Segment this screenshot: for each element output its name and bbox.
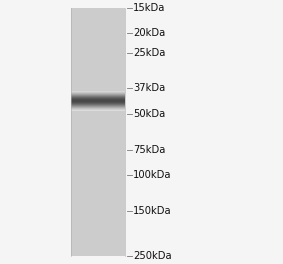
Bar <box>71 104 125 105</box>
Bar <box>71 108 125 109</box>
Bar <box>71 92 125 93</box>
Bar <box>71 96 125 97</box>
Bar <box>71 96 125 97</box>
Bar <box>71 103 125 104</box>
Bar <box>71 106 125 107</box>
Bar <box>71 106 125 107</box>
Bar <box>71 110 125 111</box>
Bar <box>71 103 125 104</box>
Bar <box>71 109 125 110</box>
Bar <box>71 95 125 96</box>
Bar <box>71 98 125 99</box>
Text: 100kDa: 100kDa <box>133 170 171 180</box>
Text: 20kDa: 20kDa <box>133 28 165 38</box>
Bar <box>71 101 125 102</box>
Bar <box>71 93 125 94</box>
Text: 150kDa: 150kDa <box>133 206 171 216</box>
Bar <box>71 107 125 108</box>
Bar <box>71 8 125 256</box>
Bar <box>71 99 125 100</box>
Bar <box>71 98 125 99</box>
Bar <box>71 92 125 93</box>
Bar <box>71 95 125 96</box>
Bar <box>71 100 125 101</box>
Bar <box>71 108 125 109</box>
Bar <box>71 94 125 95</box>
Text: 250kDa: 250kDa <box>133 251 171 261</box>
Bar <box>71 102 125 103</box>
Bar <box>71 97 125 98</box>
Bar <box>71 94 125 95</box>
Text: 50kDa: 50kDa <box>133 109 165 119</box>
Bar <box>71 107 125 108</box>
Bar <box>71 105 125 106</box>
Text: 15kDa: 15kDa <box>133 3 165 13</box>
Text: 75kDa: 75kDa <box>133 145 165 155</box>
Bar <box>71 105 125 106</box>
Bar <box>71 100 125 101</box>
Bar <box>71 104 125 105</box>
Bar <box>71 97 125 98</box>
Bar <box>71 91 125 92</box>
Bar <box>71 110 125 111</box>
Bar <box>71 101 125 102</box>
Bar <box>71 99 125 100</box>
Bar <box>71 92 125 93</box>
Bar <box>71 91 125 92</box>
Text: 25kDa: 25kDa <box>133 48 165 58</box>
Text: 37kDa: 37kDa <box>133 83 165 93</box>
Bar <box>71 93 125 94</box>
Bar <box>71 102 125 103</box>
Bar <box>71 109 125 110</box>
Bar <box>71 102 125 103</box>
Bar <box>71 107 125 108</box>
Bar <box>71 97 125 98</box>
